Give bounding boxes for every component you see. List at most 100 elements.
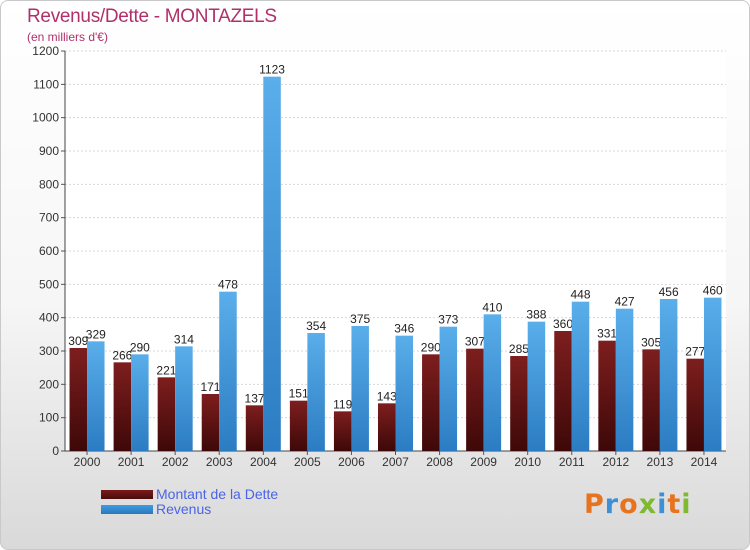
y-tick-label: 0 (52, 444, 59, 458)
x-tick-label: 2007 (382, 455, 409, 469)
data-label: 221 (156, 363, 176, 377)
bar-dette (466, 348, 484, 451)
data-label: 360 (553, 317, 573, 331)
bar-revenus (263, 76, 281, 452)
data-label: 266 (112, 348, 132, 362)
bar-revenus (175, 346, 193, 451)
data-label: 314 (174, 332, 194, 346)
bar-dette (201, 394, 220, 451)
x-tick-label: 2001 (118, 455, 145, 469)
y-tick-label: 800 (39, 177, 59, 191)
data-label: 331 (597, 327, 617, 341)
y-tick-label: 1000 (32, 111, 59, 125)
bar-dette (289, 400, 308, 451)
data-label: 290 (130, 340, 150, 354)
data-label: 143 (377, 389, 397, 403)
y-tick-label: 700 (39, 211, 59, 225)
bar-dette (598, 340, 616, 451)
legend-label-dette: Montant de la Dette (156, 486, 279, 502)
legend-swatch-dette (101, 490, 153, 499)
bar-revenus (659, 299, 678, 451)
data-label: 290 (421, 340, 441, 354)
data-label: 375 (350, 312, 370, 326)
bar-revenus (219, 291, 237, 451)
y-tick-label: 100 (39, 411, 59, 425)
bar-dette (378, 403, 396, 451)
y-tick-label: 500 (39, 277, 59, 291)
x-tick-label: 2014 (691, 455, 718, 469)
x-tick-label: 2008 (426, 455, 453, 469)
logo-letter: x (638, 489, 658, 520)
bar-revenus (87, 341, 105, 451)
data-label: 305 (641, 335, 661, 349)
data-label: 329 (86, 327, 106, 341)
logo-letter: t (667, 489, 682, 520)
data-label: 307 (465, 335, 485, 349)
bar-dette (113, 362, 132, 451)
data-label: 137 (245, 391, 265, 405)
x-tick-label: 2006 (338, 455, 365, 469)
x-tick-label: 2002 (162, 455, 189, 469)
y-tick-label: 400 (39, 311, 59, 325)
logo-letter: o (619, 489, 639, 520)
y-tick-label: 300 (39, 344, 59, 358)
x-tick-label: 2005 (294, 455, 321, 469)
bar-dette (157, 377, 176, 451)
chart-subtitle: (en milliers d'€) (27, 30, 108, 44)
bar-revenus (615, 308, 634, 451)
x-tick-label: 2011 (559, 455, 585, 469)
x-tick-label: 2010 (514, 455, 541, 469)
bar-dette (642, 349, 660, 451)
data-label: 285 (509, 342, 529, 356)
x-tick-label: 2009 (470, 455, 497, 469)
y-tick-label: 900 (39, 144, 59, 158)
bar-dette (69, 348, 88, 451)
data-label: 151 (289, 387, 309, 401)
data-label: 456 (659, 285, 679, 299)
data-label: 460 (703, 284, 723, 298)
bar-revenus (307, 333, 325, 451)
data-label: 427 (615, 295, 635, 309)
bar-revenus (527, 321, 546, 451)
bar-revenus (439, 326, 458, 451)
data-label: 410 (482, 300, 502, 314)
logo-letter: i (681, 489, 692, 520)
logo-letter: r (604, 489, 620, 520)
data-label: 448 (571, 288, 591, 302)
y-tick-label: 600 (39, 244, 59, 258)
bar-revenus (395, 335, 413, 451)
bar-revenus (571, 301, 590, 451)
x-tick-label: 2003 (206, 455, 233, 469)
x-tick-label: 2012 (602, 455, 629, 469)
bar-dette (422, 354, 440, 451)
bar-revenus (131, 354, 149, 451)
bar-dette (510, 356, 528, 451)
data-label: 309 (68, 334, 88, 348)
x-tick-label: 2013 (647, 455, 674, 469)
chart-title: Revenus/Dette - MONTAZELS (27, 6, 277, 27)
bar-dette (554, 331, 572, 451)
data-label: 171 (200, 380, 220, 394)
data-label: 346 (394, 322, 414, 336)
data-label: 373 (438, 313, 458, 327)
bar-dette (686, 358, 704, 451)
data-label: 277 (685, 345, 705, 359)
bar-revenus (483, 314, 502, 451)
bar-revenus (703, 297, 722, 451)
logo-letter: i (657, 489, 668, 520)
x-tick-label: 2004 (250, 455, 277, 469)
bar-revenus (351, 326, 369, 451)
data-label: 478 (218, 278, 238, 292)
y-tick-label: 1100 (33, 77, 59, 91)
proxiti-logo: Proxiti (584, 489, 692, 520)
y-tick-label: 1200 (32, 44, 59, 58)
data-label: 354 (306, 319, 326, 333)
data-label: 119 (333, 397, 352, 411)
x-tick-label: 2000 (74, 455, 101, 469)
data-label: 388 (526, 308, 546, 322)
bar-dette (245, 405, 264, 451)
bar-dette (333, 411, 352, 451)
y-tick-label: 200 (39, 377, 59, 391)
